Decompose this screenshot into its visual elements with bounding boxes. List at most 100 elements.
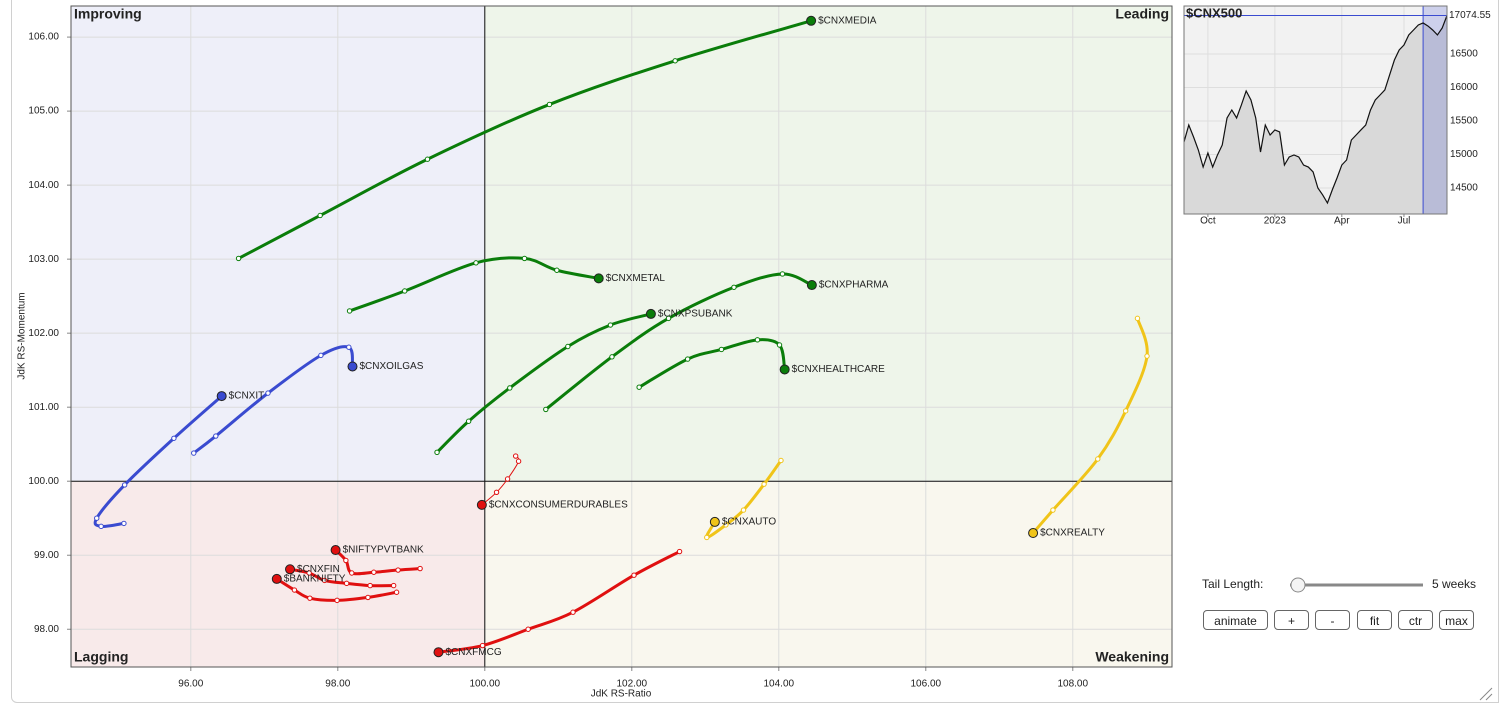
tail-point: [704, 534, 710, 541]
tail-highlight: [1423, 6, 1447, 214]
tail-point: [98, 523, 104, 530]
head-marker: [330, 545, 341, 556]
y-tick-label: 99.00: [34, 550, 59, 561]
tail-point: [479, 642, 486, 649]
tail-point: [493, 489, 500, 496]
minus-button[interactable]: -: [1315, 610, 1350, 630]
fit-button[interactable]: fit: [1357, 610, 1392, 630]
tail-point: [672, 58, 678, 64]
center-button[interactable]: ctr: [1398, 610, 1433, 630]
x-tick-label: Oct: [1200, 216, 1216, 227]
tail-point: [754, 337, 761, 343]
quadrant-label: Leading: [1115, 6, 1169, 22]
x-tick-label: Apr: [1334, 216, 1350, 227]
animate-button[interactable]: animate: [1203, 610, 1268, 630]
tail-length-label: Tail Length:: [1202, 577, 1263, 591]
plus-button[interactable]: +: [1274, 610, 1309, 630]
series-label: $CNXIT: [229, 391, 265, 402]
series-label: $CNXAUTO: [722, 517, 776, 528]
tail-point: [665, 315, 672, 322]
x-tick-label: 96.00: [178, 679, 203, 690]
x-tick-label: Jul: [1398, 216, 1411, 227]
tail-point: [778, 457, 784, 464]
x-tick-label: 98.00: [325, 679, 350, 690]
tail-line: [1031, 316, 1149, 535]
y-tick-label: 100.00: [28, 476, 59, 487]
tail-point: [543, 406, 549, 413]
head-marker: [347, 361, 358, 372]
y-tick-label: 102.00: [28, 328, 59, 339]
mini-title: $CNX500: [1186, 5, 1242, 20]
y-tick-label: 15500: [1450, 116, 1478, 127]
tail-point: [235, 255, 242, 262]
tail-point: [636, 384, 642, 390]
tail-point: [346, 344, 352, 350]
head-marker: [645, 308, 656, 319]
tail-point: [365, 594, 371, 601]
tail-length-value: 5 weeks: [1432, 577, 1476, 591]
series-label: $CNXMEDIA: [818, 15, 877, 26]
price-area: [1184, 15, 1447, 215]
series-label: $CNXHEALTHCARE: [792, 364, 885, 375]
tail-point: [306, 570, 312, 576]
mini-border: [1183, 5, 1448, 215]
tail-point: [371, 569, 377, 575]
tail-point: [171, 435, 177, 441]
tail-point: [349, 570, 355, 576]
tail-point: [512, 453, 519, 459]
slider-knob[interactable]: [1290, 577, 1306, 593]
series-label: $CNXFIN: [297, 564, 340, 575]
tail-line: [435, 312, 653, 454]
quadrant: [484, 481, 1173, 667]
tail-point: [525, 626, 531, 632]
tail-point: [607, 322, 614, 328]
tail-point: [718, 346, 725, 353]
y-tick-label: 16500: [1450, 49, 1478, 60]
head-marker: [806, 280, 817, 291]
series-label: $CNXMETAL: [606, 273, 666, 284]
series-label: $CNXCONSUMERDURABLES: [489, 500, 628, 511]
tail-point: [321, 577, 328, 584]
series-label: $CNXPHARMA: [819, 280, 889, 291]
x-tick-label: 108.00: [1057, 679, 1088, 690]
tail-point: [740, 507, 747, 513]
tail-point: [434, 449, 440, 456]
tail-point: [473, 260, 479, 266]
last-value-label: 17074.55: [1449, 10, 1491, 21]
max-button[interactable]: max: [1439, 610, 1474, 630]
series-label: $CNXREALTY: [1040, 528, 1105, 539]
tail-point: [390, 582, 397, 589]
tail-point: [554, 267, 560, 273]
head-marker: [779, 364, 790, 375]
tail-point: [521, 255, 528, 262]
tail-point: [507, 385, 513, 391]
head-marker: [476, 499, 487, 510]
head-marker: [709, 516, 720, 527]
x-axis-title: JdK RS-Ratio: [591, 689, 652, 700]
y-tick-label: 104.00: [28, 180, 59, 191]
tail-point: [761, 481, 767, 487]
tail-point: [723, 522, 729, 528]
y-tick-label: 98.00: [34, 624, 59, 635]
tail-point: [401, 288, 408, 294]
series-label: $CNXFMCG: [445, 647, 501, 658]
resize-handle[interactable]: [1479, 687, 1493, 701]
y-tick-label: 106.00: [28, 32, 59, 43]
tail-point: [1134, 315, 1141, 322]
series-label: $NIFTYPVTBANK: [343, 545, 424, 556]
tail-point: [94, 515, 100, 521]
x-tick-label: 102.00: [616, 679, 647, 690]
tail-point: [334, 597, 340, 604]
y-tick-label: 16000: [1450, 82, 1478, 93]
tail-point: [291, 587, 298, 593]
tail-point: [609, 354, 615, 360]
tail-point: [465, 418, 472, 424]
tail-point: [1122, 408, 1129, 414]
tail-point: [307, 595, 313, 601]
head-marker: [593, 273, 604, 284]
tail-point: [684, 356, 691, 362]
tail-line: [436, 550, 682, 654]
quadrant: [484, 6, 1173, 482]
